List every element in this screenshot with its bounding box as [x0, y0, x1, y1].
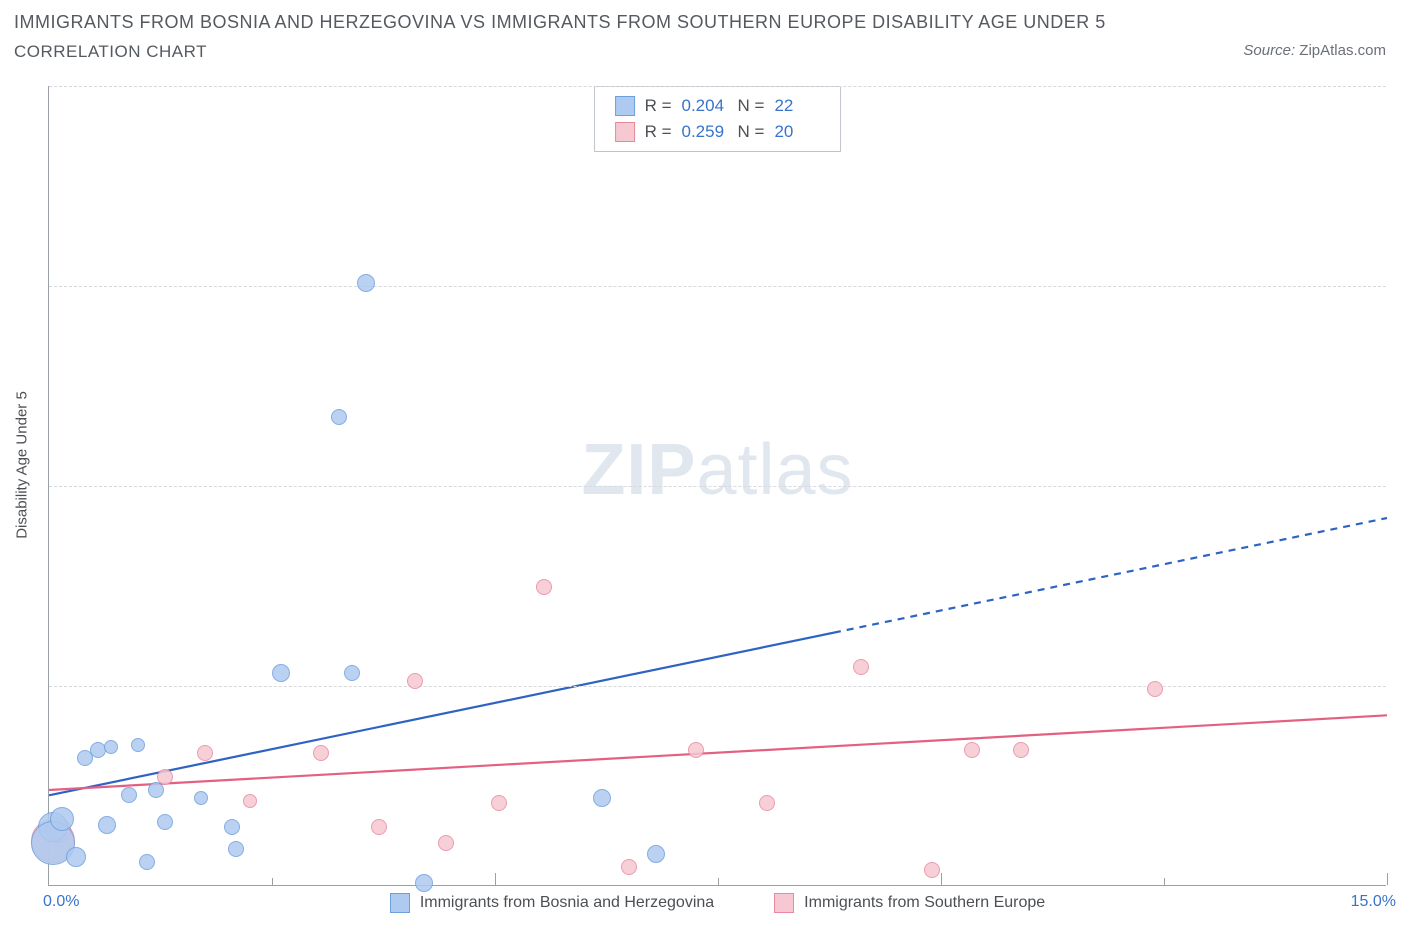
x-tick	[1164, 878, 1165, 885]
data-point-b	[438, 835, 454, 851]
data-point-a	[131, 738, 145, 752]
legend-label-a: Immigrants from Bosnia and Herzegovina	[420, 894, 714, 912]
y-tick-label: 11.2%	[1396, 277, 1406, 295]
data-point-a	[139, 854, 155, 870]
data-point-b	[371, 819, 387, 835]
data-point-a	[593, 789, 611, 807]
data-point-a	[331, 409, 347, 425]
data-point-a	[98, 816, 116, 834]
data-point-b	[243, 794, 257, 808]
gridline-h	[49, 686, 1386, 687]
data-point-a	[357, 274, 375, 292]
data-point-b	[197, 745, 213, 761]
data-point-a	[90, 742, 106, 758]
bottom-legend: Immigrants from Bosnia and Herzegovina I…	[49, 893, 1386, 913]
data-point-a	[344, 665, 360, 681]
data-point-b	[853, 659, 869, 675]
data-point-b	[621, 859, 637, 875]
swatch-series-a	[390, 893, 410, 913]
x-tick	[272, 878, 273, 885]
source-name: ZipAtlas.com	[1299, 42, 1386, 59]
regression-line	[834, 518, 1387, 633]
data-point-a	[148, 782, 164, 798]
plot-area: ZIPatlas R = 0.204 N = 22 R = 0.259 N = …	[48, 86, 1386, 886]
data-point-b	[964, 742, 980, 758]
y-tick-label: 7.5%	[1396, 477, 1406, 495]
data-point-a	[66, 847, 86, 867]
data-point-b	[924, 862, 940, 878]
data-point-a	[415, 874, 433, 892]
source-attribution: Source: ZipAtlas.com	[1243, 42, 1386, 59]
data-point-b	[759, 795, 775, 811]
data-point-a	[272, 664, 290, 682]
gridline-h	[49, 286, 1386, 287]
source-label: Source:	[1243, 42, 1295, 59]
chart-subtitle: CORRELATION CHART	[14, 42, 207, 62]
data-point-b	[1147, 681, 1163, 697]
y-tick-label: 3.8%	[1396, 677, 1406, 695]
data-point-b	[688, 742, 704, 758]
data-point-a	[647, 845, 665, 863]
x-tick	[1387, 873, 1388, 885]
data-point-b	[313, 745, 329, 761]
chart-container: IMMIGRANTS FROM BOSNIA AND HERZEGOVINA V…	[0, 0, 1406, 930]
y-axis-title: Disability Age Under 5	[14, 391, 31, 539]
data-point-a	[194, 791, 208, 805]
data-point-b	[1013, 742, 1029, 758]
data-point-a	[121, 787, 137, 803]
data-point-a	[104, 740, 118, 754]
data-point-b	[407, 673, 423, 689]
legend-label-b: Immigrants from Southern Europe	[804, 894, 1045, 912]
x-tick	[718, 878, 719, 885]
swatch-series-b	[774, 893, 794, 913]
data-point-a	[50, 807, 74, 831]
legend-item-b: Immigrants from Southern Europe	[774, 893, 1045, 913]
gridline-h	[49, 486, 1386, 487]
gridline-h	[49, 86, 1386, 87]
y-tick-label: 15.0%	[1396, 77, 1406, 95]
x-tick	[941, 873, 942, 885]
data-point-a	[224, 819, 240, 835]
chart-title: IMMIGRANTS FROM BOSNIA AND HERZEGOVINA V…	[14, 12, 1106, 33]
data-point-b	[536, 579, 552, 595]
data-point-a	[157, 814, 173, 830]
data-point-a	[228, 841, 244, 857]
legend-item-a: Immigrants from Bosnia and Herzegovina	[390, 893, 714, 913]
x-tick	[495, 873, 496, 885]
data-point-b	[491, 795, 507, 811]
